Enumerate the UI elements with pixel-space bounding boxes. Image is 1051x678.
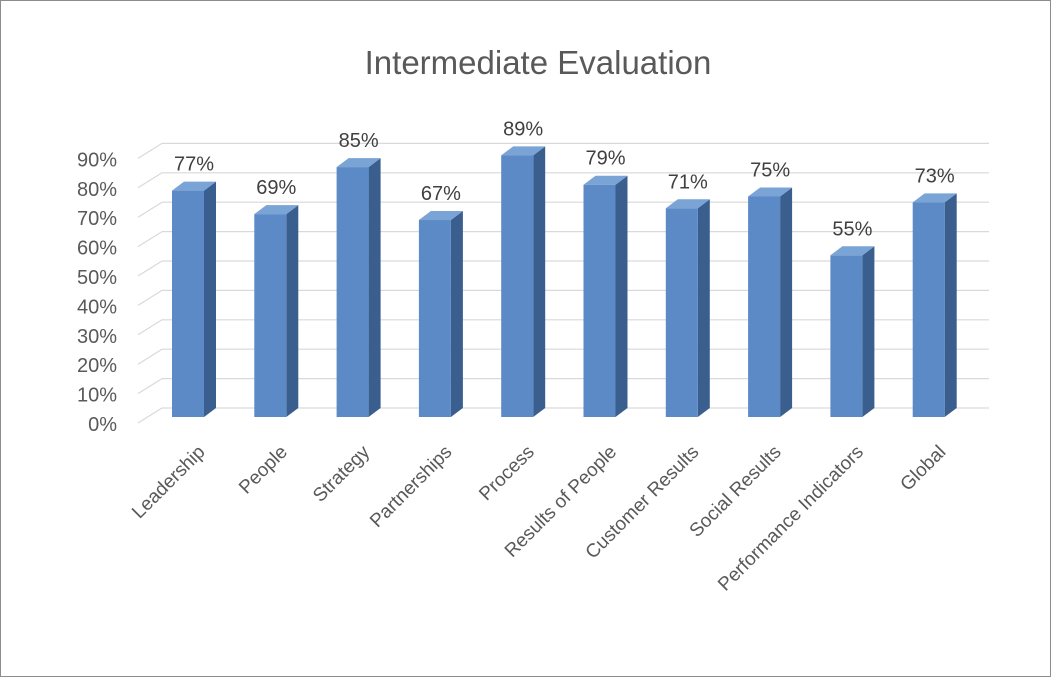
bar [830,246,875,417]
y-tick-label: 20% [77,355,117,377]
bar-top [830,246,875,256]
bar-front [336,167,369,417]
bar-front [583,184,616,417]
category-label: People [235,442,292,499]
y-tick-label: 0% [88,414,117,436]
value-label: 55% [832,218,872,240]
value-label: 89% [503,118,543,140]
y-tick-label: 90% [77,149,117,171]
bars [172,146,957,417]
bar [501,146,546,417]
bar [912,193,957,417]
gridline-diagonal [137,407,163,424]
bar-front [665,208,698,417]
gridline-diagonal [137,319,163,336]
bar-top [254,205,299,215]
gridline-diagonal [137,260,163,277]
category-label: Global [897,442,951,496]
gridline-diagonal [137,142,163,159]
gridline-diagonal [137,348,163,365]
bar-side [944,193,957,417]
bar [172,181,216,417]
y-tick-label: 80% [77,179,117,201]
bar-side [780,187,793,417]
value-labels: 77% 69% 85% 67% 89% 79% 71% 75% 55% 73% [174,118,955,240]
bar-front [748,196,781,417]
y-tick-label: 70% [77,208,117,230]
bar-top [748,187,793,197]
bar-top [418,211,463,221]
value-label: 69% [256,177,296,199]
bar-front [830,255,863,417]
bar-front [418,220,451,417]
y-axis-ticks: 0% 10% 20% 30% 40% 50% 60% 70% 80% 90% [77,149,117,436]
category-label: Process [475,442,538,505]
gridline-diagonal [137,201,163,218]
bar-front [254,214,287,417]
category-label: Strategy [309,441,374,506]
bar-top [501,146,546,156]
bar-top [583,175,628,185]
bar-top [912,193,957,203]
bar-side [368,158,381,417]
y-tick-label: 50% [77,267,117,289]
y-tick-label: 40% [77,296,117,318]
bar-side [286,205,299,417]
bar-side [862,246,875,417]
y-tick-label: 30% [77,326,117,348]
bar-front [912,202,945,417]
category-label: Leadership [128,442,209,523]
bar-side [533,146,546,417]
value-label: 85% [339,130,379,152]
bar-top [172,181,216,191]
y-tick-label: 10% [77,385,117,407]
bar-top [336,158,381,168]
gridline-diagonal [137,231,163,248]
chart-title: Intermediate Evaluation [365,44,712,81]
bar-side [204,181,216,417]
bar [665,199,710,417]
bar-top [665,199,710,209]
bar [418,211,463,417]
gridline-diagonal [137,378,163,395]
category-label: Performance Indicators [714,442,868,596]
bar-side [615,175,628,417]
bar-side [450,211,463,417]
bar-side [697,199,710,417]
bar-front [172,190,204,417]
value-label: 79% [585,148,625,170]
gridline-diagonal [137,172,163,189]
gridline-diagonal [137,289,163,306]
value-label: 67% [421,183,461,205]
y-tick-label: 60% [77,238,117,260]
bar [583,175,628,417]
bar [748,187,793,417]
value-label: 71% [668,171,708,193]
value-label: 77% [174,154,214,176]
value-label: 73% [915,165,955,187]
bar [336,158,381,417]
bar-front [501,155,534,417]
category-label: Partnerships [366,442,456,532]
value-label: 75% [750,160,790,182]
bar [254,205,299,417]
